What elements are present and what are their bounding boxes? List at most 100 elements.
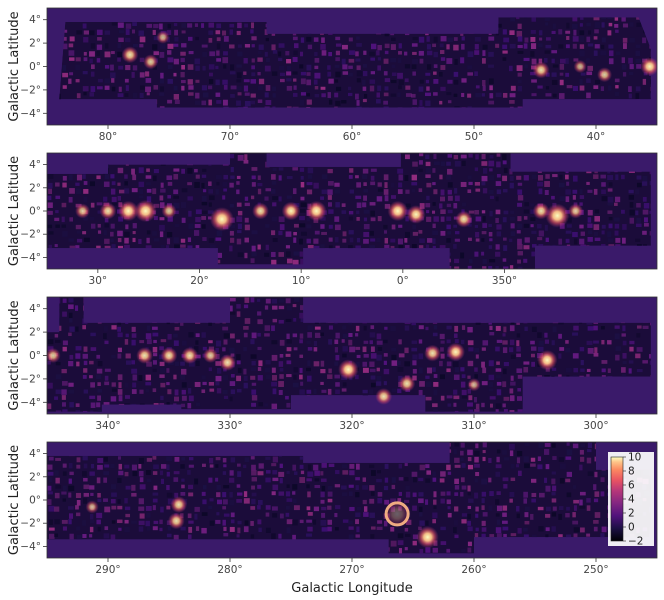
colorbar-tick-label: 8 xyxy=(628,466,635,478)
source-2-8 xyxy=(281,201,301,221)
x-tick-label: 320° xyxy=(339,420,364,432)
source-4-5 xyxy=(416,526,439,549)
y-axis-title: Galactic Latitude xyxy=(7,156,22,266)
panel-2: 30° 20° 10° 0° 350° 4° 2° 0° −2° −4°Galactic Lati… xyxy=(7,152,658,287)
source-1-4 xyxy=(597,67,613,83)
x-tick-label: 270° xyxy=(339,564,364,576)
y-tick-label: −2° xyxy=(20,518,41,530)
y-tick-label: −2° xyxy=(20,84,41,96)
source-4-3 xyxy=(167,512,185,530)
source-1-6 xyxy=(640,57,657,76)
y-tick-label: −4° xyxy=(20,397,41,409)
x-tick-label: 60° xyxy=(343,131,362,143)
y-tick-label: 0° xyxy=(29,495,41,507)
source-3-4 xyxy=(181,347,199,364)
x-tick-label: 260° xyxy=(461,564,486,576)
source-4-2 xyxy=(170,496,188,514)
source-2-4 xyxy=(134,199,157,223)
y-tick-label: −4° xyxy=(20,108,41,120)
source-2-14 xyxy=(545,203,570,228)
source-3-7 xyxy=(338,359,359,380)
colorbar-tick-label: 0 xyxy=(628,522,635,534)
sources xyxy=(75,199,584,232)
source-2-3 xyxy=(118,200,139,222)
source-3-1 xyxy=(47,348,61,363)
y-tick-label: 4° xyxy=(29,448,41,460)
x-axis-title: Galactic Longitude xyxy=(291,581,412,596)
colorbar-tick-label: 6 xyxy=(628,480,635,492)
source-3-2 xyxy=(136,347,154,364)
source-3-6 xyxy=(219,354,236,371)
source-1-1 xyxy=(121,46,139,64)
source-3-13 xyxy=(537,349,558,371)
y-tick-label: −4° xyxy=(20,252,41,264)
source-3-9 xyxy=(398,375,416,392)
source-3-5 xyxy=(202,348,218,363)
colorbar-tick-label: 10 xyxy=(628,452,641,464)
y-tick-label: 2° xyxy=(29,182,41,194)
x-tick-label: 0° xyxy=(397,275,409,287)
source-2-5 xyxy=(161,203,177,219)
x-tick-label: 290° xyxy=(95,564,120,576)
y-tick-label: 4° xyxy=(29,159,41,171)
source-1-5 xyxy=(573,59,587,74)
sources xyxy=(121,30,657,83)
y-tick-label: 0° xyxy=(29,206,41,218)
panel-3: 340° 330° 320° 310° 300° 4° 2° 0° −2° −4°Galactic… xyxy=(7,296,658,432)
panel-4: 290° 280° 270° 260° 250° 4° 2° 0° −2° −4°Galactic… xyxy=(7,441,658,576)
y-axis-title: Galactic Latitude xyxy=(7,11,22,121)
sources xyxy=(47,342,558,405)
source-2-15 xyxy=(568,203,584,219)
noise-texture xyxy=(59,17,651,108)
source-2-11 xyxy=(406,205,426,224)
colorbar-tick-label: 2 xyxy=(628,508,635,520)
source-2-7 xyxy=(252,202,269,220)
x-tick-label: 330° xyxy=(217,420,242,432)
y-tick-label: 4° xyxy=(29,303,41,315)
source-3-11 xyxy=(446,342,466,362)
x-tick-label: 20° xyxy=(190,275,209,287)
source-2-2 xyxy=(99,202,117,220)
y-tick-label: −2° xyxy=(20,229,41,241)
y-tick-label: −4° xyxy=(20,541,41,553)
colorbar-gradient xyxy=(610,456,624,542)
source-3-10 xyxy=(424,344,441,362)
sources xyxy=(85,496,439,549)
y-tick-label: 2° xyxy=(29,327,41,339)
colorbar: 10 8 6 4 2 0 −2 xyxy=(608,452,654,548)
y-tick-label: 4° xyxy=(29,14,41,26)
x-tick-label: 350° xyxy=(492,275,517,287)
y-tick-label: 0° xyxy=(29,350,41,362)
panel-1: 80° 70° 60° 50° 40° 4° 2° 0° −2° −4°Galactic Lati… xyxy=(7,7,658,143)
colorbar-tick-label: 4 xyxy=(628,494,635,506)
source-3-8 xyxy=(375,388,393,405)
y-tick-label: 2° xyxy=(29,38,41,50)
source-2-1 xyxy=(75,203,91,219)
x-tick-label: 300° xyxy=(583,420,608,432)
source-3-3 xyxy=(160,347,178,364)
source-1-3 xyxy=(143,54,159,70)
source-1-2 xyxy=(156,30,170,44)
x-tick-label: 50° xyxy=(465,131,484,143)
x-tick-label: 310° xyxy=(461,420,486,432)
y-tick-label: 0° xyxy=(29,61,41,73)
x-tick-label: 40° xyxy=(587,131,606,143)
x-tick-label: 280° xyxy=(217,564,242,576)
source-2-9 xyxy=(306,200,327,222)
x-tick-label: 70° xyxy=(221,131,240,143)
survey-footprint xyxy=(47,153,651,269)
source-4-1 xyxy=(85,500,99,514)
source-2-12 xyxy=(455,210,473,228)
x-tick-label: 30° xyxy=(89,275,108,287)
source-1-7 xyxy=(532,61,550,79)
survey-footprint xyxy=(47,442,651,554)
x-tick-label: 340° xyxy=(95,420,120,432)
survey-footprint xyxy=(59,17,651,108)
y-tick-label: 2° xyxy=(29,471,41,483)
source-3-12 xyxy=(467,378,481,392)
source-2-13 xyxy=(532,202,550,220)
y-axis-title: Galactic Latitude xyxy=(7,300,22,410)
colorbar-tick-label: −2 xyxy=(628,536,643,548)
y-tick-label: −2° xyxy=(20,373,41,385)
